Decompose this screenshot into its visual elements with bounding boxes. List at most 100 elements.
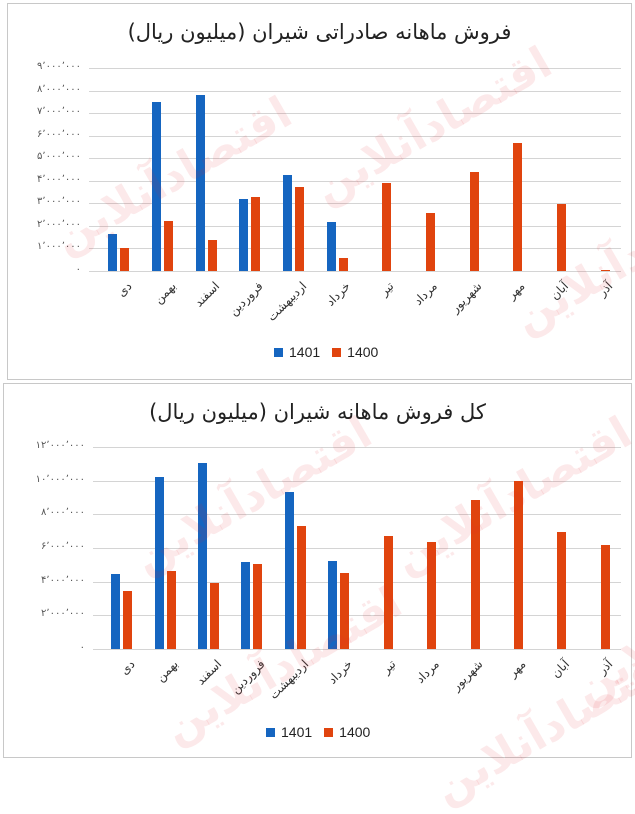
bar-1400 (514, 481, 523, 649)
x-axis-category-label: مرداد (412, 657, 442, 687)
bar-1400 (382, 183, 391, 271)
y-axis-tick-label: ۸٬۰۰۰٬۰۰۰ (37, 84, 81, 95)
x-axis-category-label: اسفند (193, 657, 225, 688)
gridline (89, 248, 621, 249)
bar-1400 (601, 270, 610, 271)
bar-1400 (208, 240, 217, 271)
x-axis-category-label: فروردین (228, 657, 268, 697)
bar-1400 (426, 213, 435, 271)
export-sales-chart-panel: فروش ماهانه صادراتی شیران (میلیون ریال) … (7, 3, 632, 380)
y-axis-tick-label: ۰ (75, 264, 81, 275)
gridline (89, 203, 621, 204)
gridline (89, 181, 621, 182)
bar-1400 (339, 258, 348, 271)
bar-1400 (167, 571, 176, 649)
x-axis-category-label: آبان (548, 657, 572, 681)
bar-1400 (340, 573, 349, 649)
total-sales-chart-panel: کل فروش ماهانه شیران (میلیون ریال) ۰ ۲٬۰۰… (3, 383, 632, 758)
bar-1401 (111, 574, 120, 649)
x-axis-category-label: اسفند (191, 279, 223, 310)
bar-1400 (557, 204, 566, 271)
y-axis-tick-label: ۴٬۰۰۰٬۰۰۰ (37, 174, 81, 185)
x-axis-category-label: شهریور (447, 279, 485, 316)
bar-1400 (471, 500, 480, 649)
gridline (89, 271, 621, 272)
bar-1401 (152, 102, 161, 271)
bar-1400 (251, 197, 260, 271)
chart-title: فروش ماهانه صادراتی شیران (میلیون ریال) (127, 20, 512, 44)
bar-1400 (210, 583, 219, 649)
bar-1400 (601, 545, 610, 649)
bar-1401 (239, 199, 248, 271)
bar-1400 (557, 532, 566, 649)
bar-1401 (327, 222, 336, 271)
x-axis-category-label: دی (114, 279, 135, 300)
y-axis-tick-label: ۵٬۰۰۰٬۰۰۰ (37, 151, 81, 162)
legend-label-1400: 1400 (339, 724, 371, 740)
bar-1401 (241, 562, 250, 649)
bar-1401 (155, 477, 164, 649)
bar-1400 (470, 172, 479, 271)
bar-1400 (384, 536, 393, 649)
chart-plot-area: ۰ ۱٬۰۰۰٬۰۰۰ ۲٬۰۰۰٬۰۰۰ ۳٬۰۰۰٬۰۰۰ ۴٬۰۰۰٬۰۰۰ ۵٬۰… (8, 4, 633, 381)
y-axis-tick-label: ۴٬۰۰۰٬۰۰۰ (41, 575, 85, 586)
y-axis-tick-label: ۶٬۰۰۰٬۰۰۰ (37, 129, 81, 140)
x-axis-category-label: مهر (505, 657, 529, 681)
chart-legend: 1401 1400 (266, 724, 370, 740)
legend-label-1401: 1401 (289, 344, 321, 360)
legend-swatch-1400 (332, 347, 342, 357)
legend-label-1400: 1400 (347, 344, 379, 360)
y-axis-tick-label: ۲٬۰۰۰٬۰۰۰ (37, 219, 81, 230)
y-axis-tick-label: ۹٬۰۰۰٬۰۰۰ (37, 61, 81, 72)
x-axis-category-label: شهریور (448, 657, 485, 694)
x-axis-category-label: آذر (594, 279, 616, 300)
chart-plot-area: ۰ ۲٬۰۰۰٬۰۰۰ ۴٬۰۰۰٬۰۰۰ ۶٬۰۰۰٬۰۰۰ ۸٬۰۰۰٬۰۰۰ ۱۰٬… (4, 384, 633, 759)
legend-swatch-1400 (324, 727, 334, 737)
bar-1401 (285, 492, 294, 649)
bar-1401 (328, 561, 337, 649)
gridline (89, 113, 621, 114)
x-axis-category-label: آبان (547, 279, 572, 303)
x-axis-category-label: خرداد (324, 657, 355, 687)
legend-swatch-1401 (266, 727, 275, 737)
bar-1400 (164, 221, 173, 271)
x-axis-category-label: مرداد (411, 279, 441, 309)
x-axis-category-label: آذر (595, 657, 616, 678)
x-axis-category-label: تیر (378, 657, 399, 677)
bar-1401 (198, 463, 207, 649)
bar-1400 (513, 143, 522, 271)
chart-legend: 1401 1400 (274, 344, 378, 360)
y-axis-tick-label: ۰ (79, 642, 85, 653)
x-axis-category-label: مهر (504, 279, 528, 303)
bar-1401 (283, 175, 292, 271)
gridline (93, 649, 621, 650)
x-axis-category-label: اردیبهشت (264, 279, 310, 324)
bar-1400 (427, 542, 436, 649)
bar-1401 (196, 95, 205, 271)
x-axis-category-label: دی (117, 657, 138, 678)
y-axis-tick-label: ۲٬۰۰۰٬۰۰۰ (41, 608, 85, 619)
gridline (93, 548, 621, 549)
gridline (93, 615, 621, 616)
gridline (93, 481, 621, 482)
legend-label-1401: 1401 (281, 724, 313, 740)
chart-title: کل فروش ماهانه شیران (میلیون ریال) (149, 400, 486, 424)
x-axis-category-label: خرداد (323, 279, 354, 309)
y-axis-tick-label: ۱۰٬۰۰۰٬۰۰۰ (35, 474, 85, 485)
bar-1400 (120, 248, 129, 271)
bar-1400 (295, 187, 304, 271)
y-axis-tick-label: ۶٬۰۰۰٬۰۰۰ (41, 541, 85, 552)
y-axis-tick-label: ۳٬۰۰۰٬۰۰۰ (37, 196, 81, 207)
bar-1400 (123, 591, 132, 649)
gridline (89, 136, 621, 137)
x-axis-category-label: بهمن (153, 657, 182, 685)
gridline (89, 91, 621, 92)
x-axis-category-label: تیر (377, 279, 397, 299)
y-axis-tick-label: ۱٬۰۰۰٬۰۰۰ (37, 241, 81, 252)
y-axis-tick-label: ۱۲٬۰۰۰٬۰۰۰ (35, 440, 85, 451)
gridline (89, 226, 621, 227)
gridline (93, 447, 621, 448)
gridline (89, 158, 621, 159)
bar-1400 (253, 564, 262, 649)
gridline (93, 582, 621, 583)
